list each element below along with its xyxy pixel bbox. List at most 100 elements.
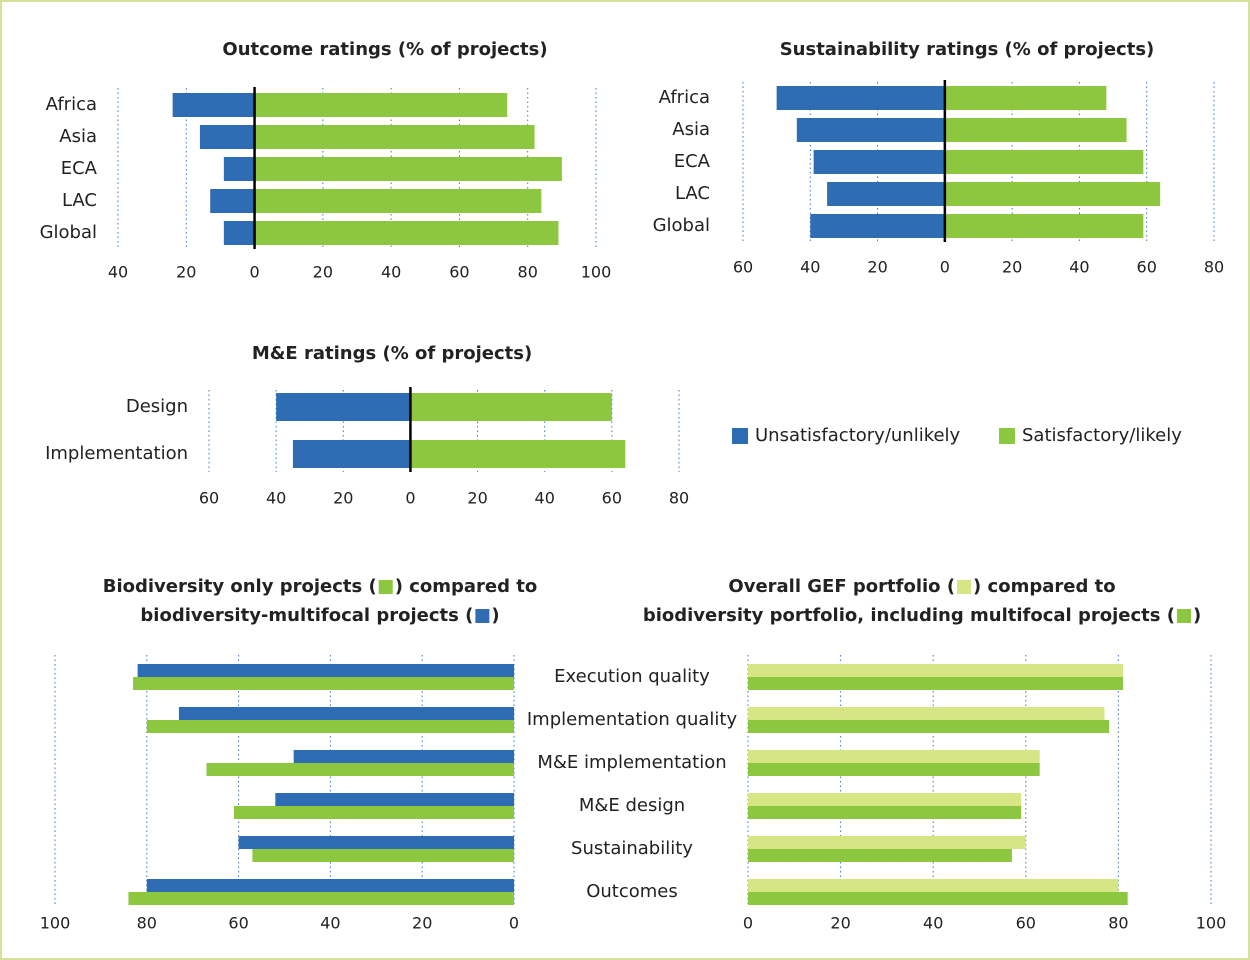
- bar: [252, 849, 514, 862]
- x-tick-label: 0: [940, 258, 950, 277]
- bar: [254, 189, 542, 213]
- chart-title: M&E ratings (% of projects): [252, 343, 532, 364]
- bar: [293, 750, 514, 763]
- category-label: Asia: [59, 126, 97, 147]
- x-tick-label: 60: [602, 489, 622, 508]
- bar: [748, 664, 1124, 677]
- category-label: LAC: [675, 183, 710, 204]
- x-tick-label: 0: [405, 489, 415, 508]
- x-tick-label: 80: [1204, 258, 1224, 277]
- bar: [813, 150, 945, 174]
- x-tick-label: 20: [867, 258, 887, 277]
- x-tick-label: 40: [320, 914, 340, 933]
- x-tick-label: 0: [249, 263, 259, 282]
- bar: [748, 720, 1110, 733]
- chart-title: Overall GEF portfolio (: [728, 576, 955, 597]
- x-tick-label: 20: [333, 489, 353, 508]
- bar: [410, 440, 626, 468]
- bar: [254, 157, 562, 181]
- legend-swatch: [732, 428, 748, 444]
- x-tick-label: 40: [381, 263, 401, 282]
- category-label: Africa: [659, 87, 710, 108]
- bar: [234, 806, 514, 819]
- x-tick-label: 40: [108, 263, 128, 282]
- bar: [748, 879, 1119, 892]
- chart-title: ): [491, 605, 499, 626]
- bar: [254, 93, 508, 117]
- bar: [810, 214, 945, 238]
- bar: [944, 182, 1161, 206]
- category-label: ECA: [61, 158, 98, 179]
- category-label: M&E design: [579, 795, 685, 816]
- x-tick-label: 80: [1108, 914, 1128, 933]
- bar: [146, 720, 515, 733]
- bar: [796, 118, 945, 142]
- bar: [206, 763, 514, 776]
- bar: [748, 849, 1012, 862]
- x-tick-label: 100: [581, 263, 612, 282]
- bar: [137, 664, 514, 677]
- bar: [223, 221, 255, 245]
- x-tick-label: 0: [743, 914, 753, 933]
- category-label: Execution quality: [554, 666, 710, 687]
- bar: [827, 182, 945, 206]
- bar: [146, 879, 515, 892]
- bar: [410, 393, 612, 421]
- bar: [275, 793, 514, 806]
- bar: [748, 750, 1040, 763]
- category-label: Global: [653, 215, 710, 236]
- x-tick-label: 0: [509, 914, 519, 933]
- x-tick-label: 20: [176, 263, 196, 282]
- x-tick-label: 40: [535, 489, 555, 508]
- x-tick-label: 60: [449, 263, 469, 282]
- category-label: Implementation: [45, 443, 188, 464]
- bar: [238, 836, 514, 849]
- x-tick-label: 80: [669, 489, 689, 508]
- legend-label: Unsatisfactory/unlikely: [755, 425, 961, 446]
- title-swatch: [475, 609, 490, 623]
- bar: [254, 221, 559, 245]
- bar: [178, 707, 514, 720]
- bar: [944, 214, 1144, 238]
- chart-title: ) compared to: [395, 576, 538, 597]
- bar: [944, 86, 1107, 110]
- x-tick-label: 20: [313, 263, 333, 282]
- bar: [776, 86, 945, 110]
- category-label: Sustainability: [571, 838, 693, 859]
- legend-swatch: [999, 428, 1015, 444]
- chart-title: ): [1193, 605, 1201, 626]
- x-tick-label: 100: [1196, 914, 1227, 933]
- bar: [748, 892, 1128, 905]
- bar: [292, 440, 411, 468]
- chart-title: biodiversity-multifocal projects (: [140, 605, 473, 626]
- bar: [128, 892, 514, 905]
- x-tick-label: 40: [800, 258, 820, 277]
- category-label: Design: [126, 396, 188, 417]
- bar: [944, 150, 1144, 174]
- x-tick-label: 100: [40, 914, 71, 933]
- bar: [748, 793, 1022, 806]
- bar: [748, 806, 1022, 819]
- bar: [254, 125, 535, 149]
- x-tick-label: 60: [228, 914, 248, 933]
- x-tick-label: 60: [1016, 914, 1036, 933]
- bar: [748, 677, 1124, 690]
- legend-label: Satisfactory/likely: [1022, 425, 1182, 446]
- category-label: Global: [40, 222, 97, 243]
- x-tick-label: 40: [1069, 258, 1089, 277]
- bar: [199, 125, 255, 149]
- x-tick-label: 80: [518, 263, 538, 282]
- x-tick-label: 60: [199, 489, 219, 508]
- x-tick-label: 20: [1002, 258, 1022, 277]
- category-label: LAC: [62, 190, 97, 211]
- category-label: Africa: [46, 94, 97, 115]
- x-tick-label: 20: [467, 489, 487, 508]
- bar: [748, 763, 1040, 776]
- category-label: Outcomes: [586, 881, 678, 902]
- category-label: Implementation quality: [527, 709, 738, 730]
- chart-title: Outcome ratings (% of projects): [222, 39, 547, 60]
- category-label: Asia: [672, 119, 710, 140]
- x-tick-label: 80: [137, 914, 157, 933]
